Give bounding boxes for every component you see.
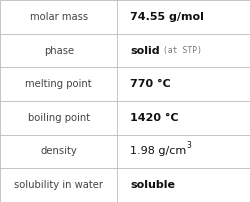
Text: solid: solid [130, 45, 159, 56]
Text: density: density [40, 146, 77, 157]
Text: boiling point: boiling point [28, 113, 90, 123]
Text: 1420 °C: 1420 °C [130, 113, 178, 123]
Text: 74.55 g/mol: 74.55 g/mol [130, 12, 203, 22]
Text: 3: 3 [186, 141, 190, 150]
Text: (at STP): (at STP) [163, 46, 202, 55]
Text: soluble: soluble [130, 180, 174, 190]
Text: 770 °C: 770 °C [130, 79, 170, 89]
Text: solubility in water: solubility in water [14, 180, 103, 190]
Text: melting point: melting point [25, 79, 92, 89]
Text: molar mass: molar mass [30, 12, 88, 22]
Text: phase: phase [44, 45, 74, 56]
Text: 1.98 g/cm: 1.98 g/cm [130, 146, 186, 157]
